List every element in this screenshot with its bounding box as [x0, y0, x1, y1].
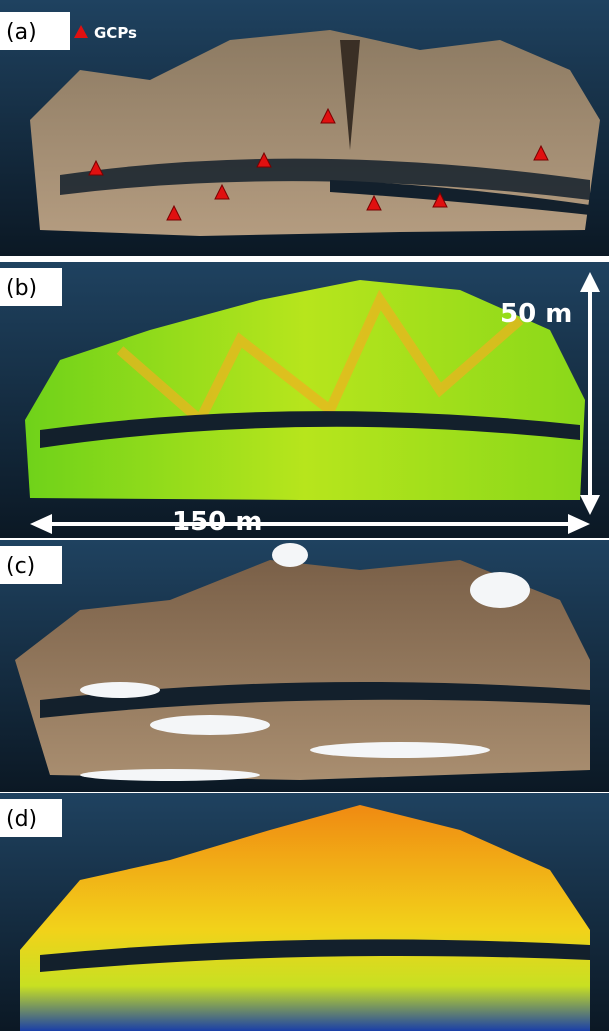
panel-label: (a)	[6, 20, 37, 45]
legend-label: GCPs	[94, 24, 137, 42]
figure: (a) GCPs (b) 50 m 150 m (c) (d)	[0, 0, 609, 1031]
panel-label: (c)	[6, 554, 35, 579]
horizontal-scale-label: 150 m	[172, 507, 262, 537]
vertical-scale-label: 50 m	[500, 299, 572, 329]
panel-label: (d)	[6, 807, 37, 832]
page: (a) GCPs (b) 50 m 150 m (c) (d) (() => {…	[0, 0, 609, 1031]
panel-label: (b)	[6, 276, 37, 301]
